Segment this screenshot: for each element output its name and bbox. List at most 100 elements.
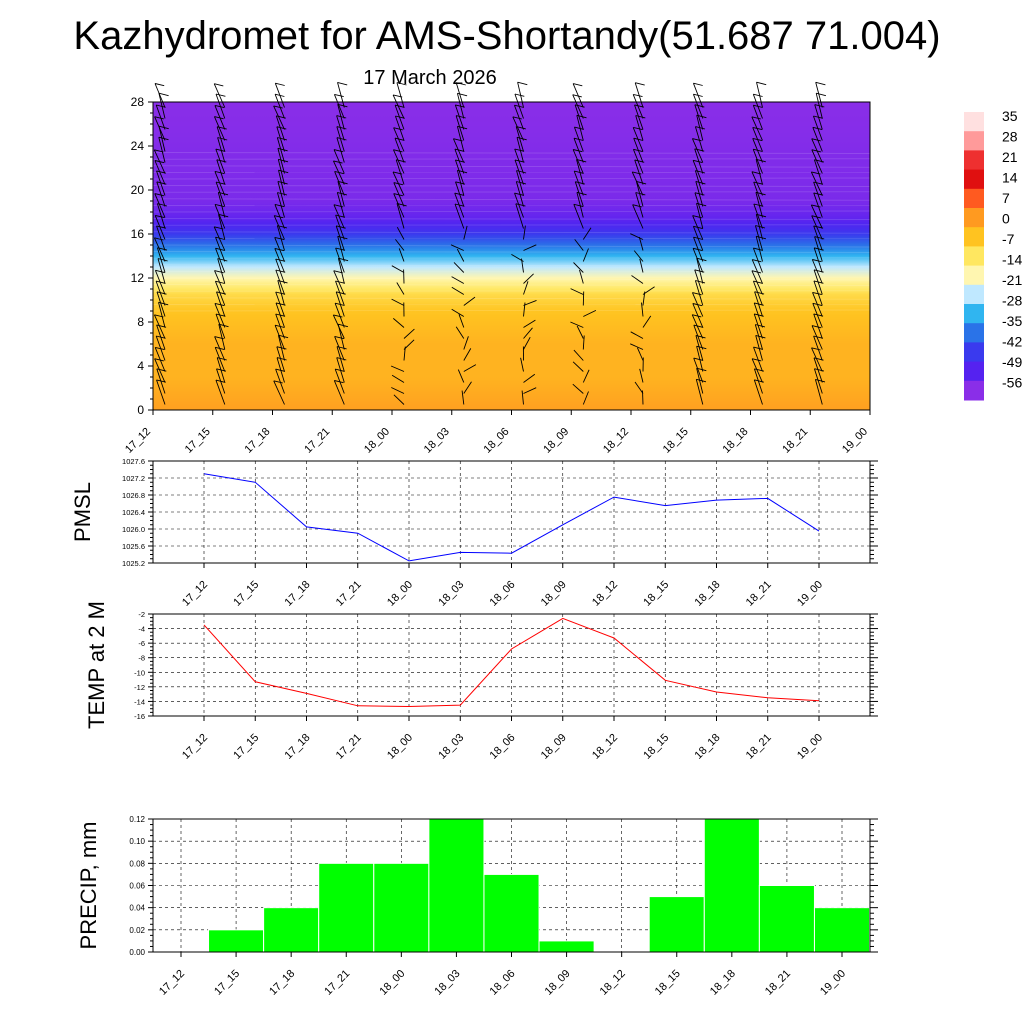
- wind-barb: [751, 270, 763, 295]
- y-tick-label: 1026.4: [122, 508, 145, 517]
- wind-barb: [157, 258, 168, 284]
- wind-barb: [694, 280, 706, 306]
- wind-barb: [334, 368, 345, 394]
- wind-barbs: [153, 81, 827, 405]
- wind-barb: [276, 192, 288, 218]
- wind-barb: [753, 203, 764, 229]
- wind-barb: [216, 357, 227, 383]
- x-tick-label: 17_18: [283, 732, 313, 762]
- wind-barb: [642, 315, 652, 328]
- wind-barb: [214, 104, 226, 130]
- wind-barb: [693, 324, 704, 350]
- wind-barb: [693, 357, 704, 383]
- x-tick-label: 18_03: [436, 579, 466, 609]
- wind-barb: [337, 257, 349, 284]
- wind-barb: [511, 254, 524, 262]
- wind-barb: [455, 115, 466, 141]
- wind-barb: [463, 225, 468, 240]
- wind-barb: [463, 381, 472, 394]
- wind-barb: [814, 378, 826, 405]
- wind-barb: [639, 368, 644, 383]
- contour-line: [152, 185, 871, 187]
- colorbar-label: -28: [1002, 293, 1022, 309]
- wind-barb: [642, 286, 655, 295]
- colorbar-label: 0: [1002, 211, 1010, 227]
- x-tick-label: 18_09: [541, 426, 571, 456]
- y-tick-label: 1026.8: [122, 491, 145, 500]
- wind-barb: [811, 138, 823, 163]
- temp-ylabel: TEMP at 2 M: [84, 601, 109, 729]
- wind-barb: [752, 247, 763, 273]
- y-tick-label: -10: [134, 668, 145, 677]
- colorbar-swatch: [964, 227, 984, 247]
- wind-barb: [396, 282, 405, 295]
- x-tick-label: 18_18: [693, 579, 723, 609]
- y-tick-label: 4: [137, 359, 144, 373]
- wind-barb: [752, 93, 763, 119]
- colorbar-swatch: [964, 342, 984, 363]
- precip-bar: [538, 940, 595, 953]
- wind-barb: [214, 270, 226, 295]
- wind-barb: [215, 181, 226, 207]
- contour-line: [152, 309, 871, 312]
- wind-barb: [451, 286, 465, 295]
- wind-barb: [691, 138, 704, 163]
- wind-barb: [755, 235, 767, 262]
- y-tick-label: 12: [131, 271, 145, 285]
- wind-barb: [523, 319, 536, 328]
- wind-barb: [463, 336, 469, 350]
- wind-barb: [751, 116, 763, 141]
- colorbar-swatch: [964, 246, 984, 267]
- x-tick-label: 18_12: [590, 732, 620, 762]
- y-tick-label: 0.10: [129, 837, 145, 846]
- y-tick-label: 28: [131, 95, 145, 109]
- colorbar-swatch: [964, 265, 984, 286]
- precip-bar: [208, 929, 265, 953]
- precip-bar: [373, 862, 430, 953]
- wind-barb: [456, 92, 468, 119]
- contour-line: [152, 210, 871, 213]
- y-tick-label: 20: [131, 183, 145, 197]
- wind-barb: [636, 347, 644, 361]
- wind-barb: [336, 137, 347, 163]
- wind-barb: [753, 346, 764, 372]
- precip-bar: [813, 907, 871, 953]
- colorbar-swatch: [964, 131, 984, 151]
- wind-barb: [754, 225, 766, 251]
- wind-barb: [634, 381, 644, 394]
- wind-barb: [456, 248, 465, 262]
- x-tick-label: 17_21: [334, 732, 364, 762]
- wind-barb: [632, 204, 644, 229]
- wind-barb: [275, 368, 286, 394]
- y-tick-label: -8: [138, 654, 145, 663]
- wind-barb: [815, 92, 827, 119]
- temp-series-line: [203, 617, 820, 708]
- wind-barb: [451, 308, 465, 317]
- contour-line: [152, 218, 871, 220]
- wind-barb: [337, 103, 348, 130]
- x-tick-label: 18_15: [641, 732, 671, 762]
- wind-barb: [275, 258, 286, 284]
- wind-barb: [396, 82, 407, 108]
- wind-barb: [394, 104, 405, 130]
- wind-barb: [393, 318, 405, 328]
- colorbar-label: 28: [1002, 129, 1018, 145]
- y-tick-label: 1025.6: [122, 542, 145, 551]
- wind-barb: [391, 298, 405, 306]
- wind-barb: [523, 299, 537, 306]
- contour-line: [152, 297, 871, 300]
- wind-barb: [582, 227, 592, 240]
- wind-barb: [811, 149, 823, 174]
- wind-barb: [154, 83, 166, 108]
- contour-line: [152, 264, 871, 267]
- wind-barb: [273, 105, 285, 130]
- x-tick-label: 17_12: [123, 426, 153, 456]
- x-tick-label: 18_06: [488, 579, 518, 609]
- wind-barb: [214, 170, 226, 196]
- y-tick-label: 0.06: [129, 882, 145, 891]
- wind-barb: [274, 82, 285, 108]
- wind-barb: [582, 391, 589, 405]
- wind-barb: [278, 169, 289, 196]
- precip-bar: [483, 873, 540, 953]
- colorbar-label: 7: [1002, 190, 1010, 206]
